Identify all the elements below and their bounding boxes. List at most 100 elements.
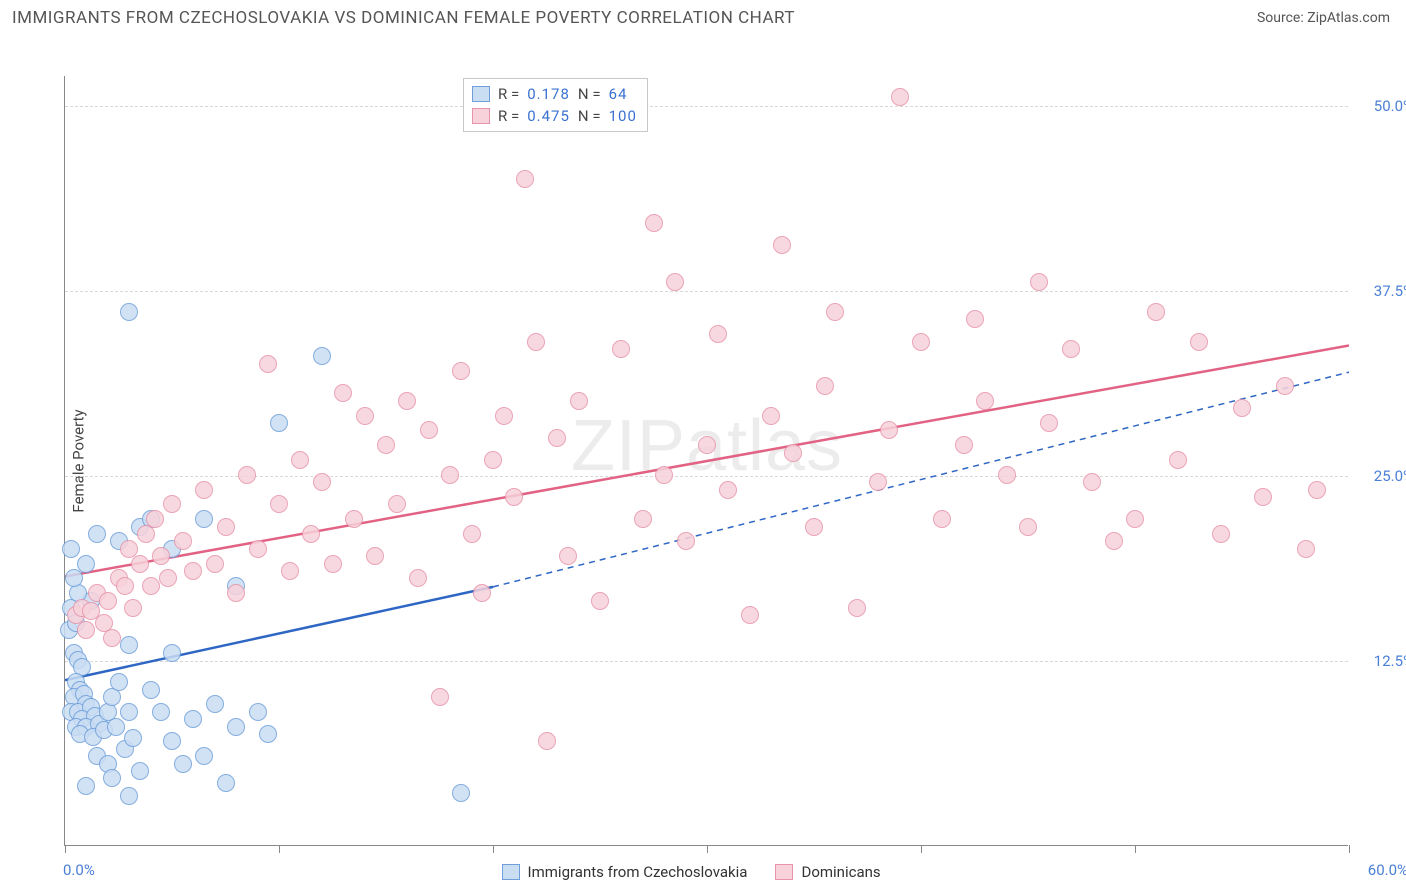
legend-item: Dominicans (775, 863, 880, 881)
data-point (441, 466, 459, 484)
r-value: 0.475 (527, 107, 570, 125)
data-point (206, 555, 224, 573)
data-point (195, 747, 213, 765)
data-point (1276, 377, 1294, 395)
data-point (612, 340, 630, 358)
data-point (356, 407, 374, 425)
data-point (163, 495, 181, 513)
data-point (249, 703, 267, 721)
data-point (762, 407, 780, 425)
x-tick (921, 845, 922, 853)
data-point (120, 303, 138, 321)
data-point (103, 769, 121, 787)
r-value: 0.178 (527, 85, 570, 103)
data-point (570, 392, 588, 410)
data-point (377, 436, 395, 454)
data-point (227, 718, 245, 736)
x-tick (707, 845, 708, 853)
x-tick (1135, 845, 1136, 853)
data-point (184, 562, 202, 580)
data-point (1030, 273, 1048, 291)
chart-header: IMMIGRANTS FROM CZECHOSLOVAKIA VS DOMINI… (0, 0, 1406, 32)
data-point (77, 777, 95, 795)
data-point (152, 703, 170, 721)
n-label: N = (578, 85, 601, 103)
data-point (431, 688, 449, 706)
data-point (463, 525, 481, 543)
data-point (784, 444, 802, 462)
n-value: 100 (609, 107, 637, 125)
plot-area: Female Poverty ZIPatlas 12.5%25.0%37.5%5… (64, 76, 1348, 846)
data-point (313, 347, 331, 365)
data-point (345, 510, 363, 528)
data-point (146, 510, 164, 528)
legend-swatch (775, 864, 793, 880)
data-point (677, 532, 695, 550)
r-label: R = (498, 85, 519, 103)
data-point (773, 236, 791, 254)
data-point (1297, 540, 1315, 558)
data-point (741, 606, 759, 624)
data-point (77, 555, 95, 573)
data-point (484, 451, 502, 469)
data-point (976, 392, 994, 410)
data-point (120, 636, 138, 654)
data-point (420, 421, 438, 439)
data-point (1105, 532, 1123, 550)
data-point (281, 562, 299, 580)
data-point (62, 540, 80, 558)
data-point (313, 473, 331, 491)
data-point (398, 392, 416, 410)
data-point (1147, 303, 1165, 321)
data-point (1190, 333, 1208, 351)
data-point (452, 362, 470, 380)
legend-label: Immigrants from Czechoslovakia (528, 863, 748, 881)
trend-overlay (65, 76, 1349, 846)
x-min-label: 0.0% (63, 861, 95, 879)
data-point (120, 703, 138, 721)
data-point (1062, 340, 1080, 358)
data-point (527, 333, 545, 351)
data-point (116, 577, 134, 595)
data-point (1019, 518, 1037, 536)
data-point (645, 214, 663, 232)
trend-line-extrapolated (493, 372, 1349, 587)
x-tick (65, 845, 66, 853)
data-point (655, 466, 673, 484)
correlation-legend: R = 0.178 N = 64R = 0.475 N = 100 (463, 78, 648, 132)
data-point (324, 555, 342, 573)
data-point (1169, 451, 1187, 469)
data-point (107, 718, 125, 736)
data-point (163, 644, 181, 662)
data-point (666, 273, 684, 291)
data-point (238, 466, 256, 484)
data-point (998, 466, 1016, 484)
data-point (559, 547, 577, 565)
x-max-label: 60.0% (1348, 861, 1406, 879)
data-point (99, 592, 117, 610)
x-tick (493, 845, 494, 853)
data-point (698, 436, 716, 454)
data-point (516, 170, 534, 188)
n-label: N = (578, 107, 601, 125)
data-point (538, 732, 556, 750)
data-point (1233, 399, 1251, 417)
y-tick-label: 12.5% (1354, 652, 1406, 670)
legend-swatch (472, 86, 490, 102)
data-point (591, 592, 609, 610)
data-point (473, 584, 491, 602)
data-point (124, 729, 142, 747)
data-point (966, 310, 984, 328)
data-point (1083, 473, 1101, 491)
data-point (159, 569, 177, 587)
source-attribution: Source: ZipAtlas.com (1257, 10, 1390, 26)
data-point (955, 436, 973, 454)
data-point (302, 525, 320, 543)
data-point (805, 518, 823, 536)
data-point (103, 629, 121, 647)
n-value: 64 (609, 85, 628, 103)
data-point (259, 355, 277, 373)
legend-row: R = 0.178 N = 64 (472, 83, 637, 105)
y-tick-label: 37.5% (1354, 282, 1406, 300)
data-point (227, 584, 245, 602)
